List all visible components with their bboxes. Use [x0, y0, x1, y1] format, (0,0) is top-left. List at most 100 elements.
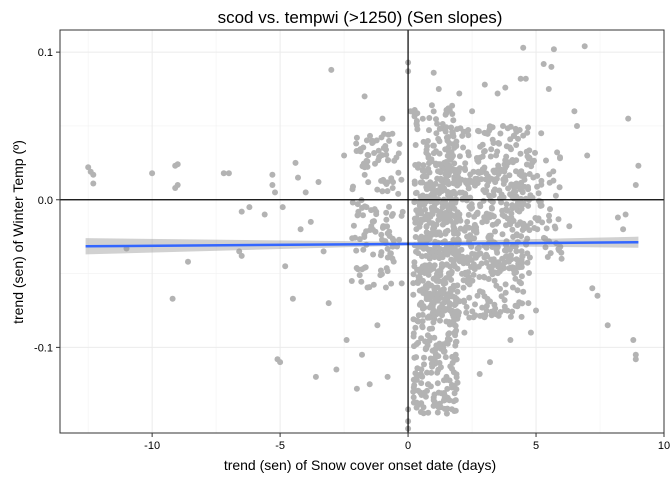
data-point	[379, 236, 385, 243]
data-point	[491, 277, 498, 284]
data-point	[547, 250, 554, 257]
data-point	[446, 330, 453, 337]
data-point	[328, 66, 335, 73]
data-point	[431, 254, 438, 261]
data-point	[282, 263, 289, 270]
data-point	[545, 86, 552, 92]
data-point	[358, 278, 365, 285]
data-point	[476, 371, 483, 377]
data-point	[174, 161, 181, 168]
data-point	[185, 258, 191, 265]
data-point	[550, 177, 557, 184]
data-point	[398, 176, 405, 183]
data-point	[370, 251, 377, 258]
data-point	[437, 183, 444, 190]
data-point	[429, 220, 436, 227]
data-point	[507, 219, 513, 226]
data-point	[371, 150, 378, 156]
data-point	[432, 354, 439, 361]
fit-line	[85, 241, 639, 248]
data-point	[534, 183, 541, 190]
data-point	[479, 304, 486, 311]
data-point	[445, 134, 452, 140]
x-axis-ticks: -10 -5 0 5 10	[144, 433, 670, 452]
data-point	[456, 90, 463, 97]
data-point	[550, 46, 557, 53]
data-point	[417, 269, 424, 276]
data-point	[412, 219, 419, 226]
data-point	[388, 280, 395, 287]
data-point	[417, 236, 424, 243]
data-point	[370, 281, 377, 288]
data-point	[495, 263, 502, 270]
data-point	[437, 169, 444, 176]
data-point	[557, 155, 563, 162]
data-point	[450, 250, 457, 257]
data-point	[490, 258, 497, 265]
data-point	[451, 230, 457, 237]
data-point	[450, 260, 457, 267]
data-point	[426, 314, 433, 321]
data-point	[479, 153, 486, 160]
data-point	[375, 147, 382, 154]
data-point	[325, 300, 332, 307]
data-point	[632, 351, 639, 358]
data-point	[518, 248, 525, 255]
data-point	[496, 187, 503, 194]
data-point	[449, 365, 455, 372]
data-point	[437, 317, 443, 324]
data-point	[461, 227, 468, 234]
data-point	[425, 154, 432, 161]
data-point	[493, 152, 500, 159]
data-point	[535, 190, 542, 197]
data-point	[500, 176, 507, 183]
data-point	[307, 218, 314, 225]
data-point	[546, 212, 552, 219]
data-point	[614, 214, 621, 221]
data-point	[531, 157, 537, 164]
data-point	[546, 217, 553, 224]
data-point	[554, 149, 561, 156]
data-point	[533, 307, 539, 314]
data-point	[463, 309, 470, 316]
data-point	[450, 398, 457, 405]
data-point	[526, 227, 533, 234]
x-axis-title: trend (sen) of Snow cover onset date (da…	[224, 457, 496, 473]
data-point	[387, 250, 394, 257]
chart-title: scod vs. tempwi (>1250) (Sen slopes)	[218, 8, 503, 27]
data-point	[523, 148, 530, 155]
data-point	[415, 401, 422, 408]
data-point	[413, 341, 420, 348]
data-point	[448, 154, 455, 161]
data-point	[453, 327, 460, 334]
y-axis-title: trend (sen) of Winter Temp (º)	[10, 140, 26, 324]
data-point	[505, 185, 512, 192]
data-point	[504, 125, 511, 132]
data-point	[399, 208, 406, 215]
data-point	[584, 152, 591, 159]
data-point	[509, 264, 516, 271]
data-point	[493, 246, 500, 253]
data-point	[571, 108, 578, 115]
data-point	[385, 131, 392, 138]
data-point	[353, 140, 360, 147]
data-point	[454, 216, 461, 223]
data-point	[433, 292, 440, 299]
data-point	[365, 179, 372, 186]
data-point	[435, 268, 442, 275]
y-tick-label: 0.0	[38, 195, 53, 207]
data-point	[419, 277, 426, 284]
data-point	[513, 256, 520, 263]
data-point	[386, 203, 392, 210]
data-point	[420, 138, 427, 145]
data-point	[360, 246, 367, 253]
data-point	[520, 220, 527, 227]
data-point	[500, 123, 506, 129]
data-point	[444, 178, 451, 185]
data-point	[419, 318, 426, 325]
data-point	[487, 153, 494, 160]
data-point	[524, 153, 531, 160]
data-point	[355, 208, 362, 215]
data-point	[389, 185, 396, 191]
